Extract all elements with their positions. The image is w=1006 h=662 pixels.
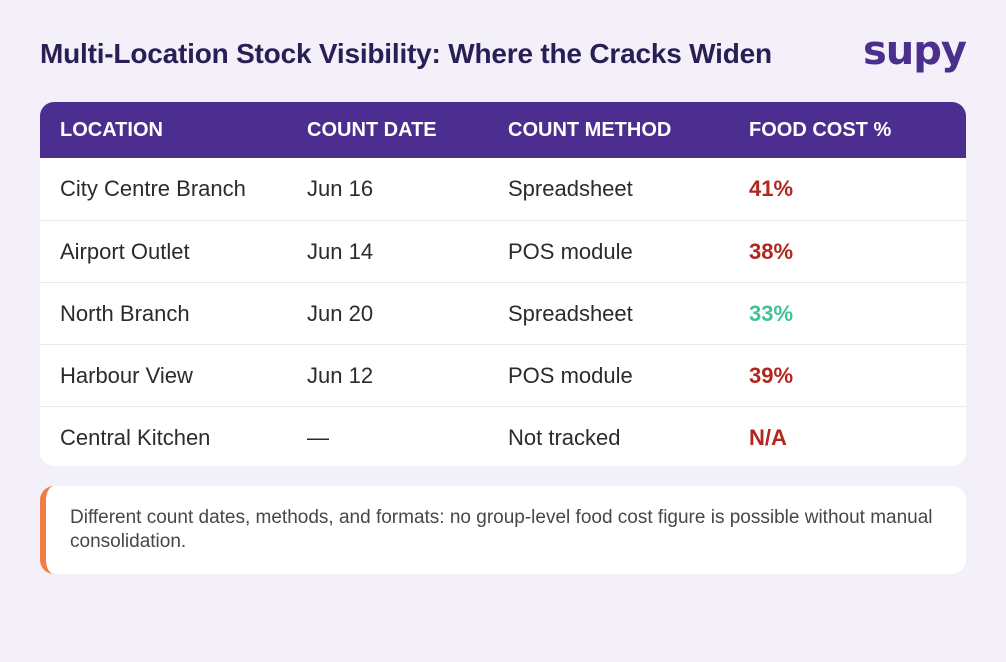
table-row: City Centre Branch Jun 16 Spreadsheet 41… [40,158,966,220]
cell-count-date: — [307,424,329,450]
cell-count-method: Spreadsheet [508,176,633,201]
column-header-count-date: COUNT DATE [307,118,437,141]
cell-count-date: Jun 12 [307,362,374,388]
cell-count-method: Spreadsheet [508,300,633,326]
cell-location: North Branch [60,300,190,326]
cell-food-cost: 39% [749,362,794,388]
column-header-location: LOCATION [60,118,163,141]
cell-count-method: POS module [508,238,633,264]
cell-count-method: POS module [508,362,633,388]
callout-note-text: Different count dates, methods, and form… [70,507,933,552]
table-row: Harbour View Jun 12 POS module 39% [40,344,966,406]
column-header-food-cost: FOOD COST % [749,118,892,141]
cell-location: Airport Outlet [60,238,190,264]
brand-logo: supy [863,28,967,74]
page-title: Multi-Location Stock Visibility: Where t… [40,38,772,69]
cell-location: Central Kitchen [60,424,211,450]
cell-count-date: Jun 20 [307,300,374,326]
cell-count-date: Jun 16 [307,176,374,201]
table-row: Airport Outlet Jun 14 POS module 38% [40,220,966,282]
cell-food-cost: 33% [749,300,794,326]
cell-food-cost: 41% [749,176,794,201]
cell-food-cost: 38% [749,238,794,264]
table-row: Central Kitchen — Not tracked N/A [40,406,966,466]
cell-count-date: Jun 14 [307,238,374,264]
callout-note: Different count dates, methods, and form… [40,486,966,574]
cell-location: Harbour View [60,362,193,388]
cell-count-method: Not tracked [508,424,621,450]
table-header: LOCATION COUNT DATE COUNT METHOD FOOD CO… [40,102,966,158]
table-row: North Branch Jun 20 Spreadsheet 33% [40,282,966,344]
cell-location: City Centre Branch [60,176,246,201]
stock-visibility-table: LOCATION COUNT DATE COUNT METHOD FOOD CO… [40,102,966,466]
cell-food-cost: N/A [749,424,787,450]
column-header-count-method: COUNT METHOD [508,118,672,141]
